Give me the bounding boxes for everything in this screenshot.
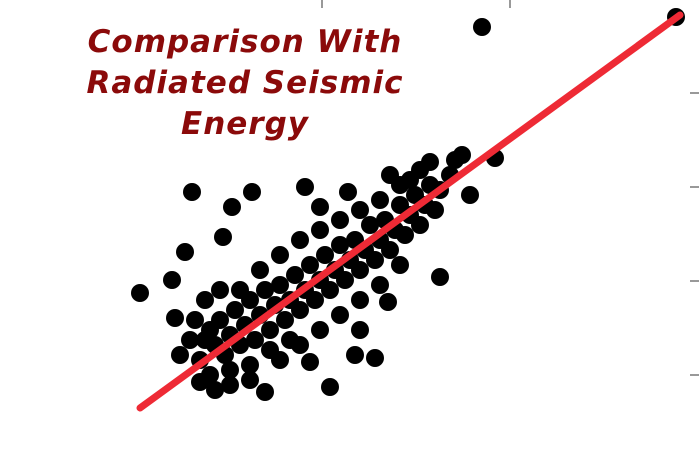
data-point bbox=[211, 311, 229, 329]
data-point bbox=[431, 268, 449, 286]
data-point bbox=[171, 346, 189, 364]
chart-title: Comparison With Radiated Seismic Energy bbox=[86, 24, 404, 142]
data-point bbox=[366, 349, 384, 367]
data-point bbox=[401, 171, 419, 189]
data-point bbox=[241, 371, 259, 389]
data-point bbox=[226, 301, 244, 319]
data-point bbox=[331, 236, 349, 254]
data-point bbox=[321, 378, 339, 396]
data-point bbox=[261, 321, 279, 339]
data-point bbox=[183, 183, 201, 201]
data-point bbox=[256, 383, 274, 401]
data-point bbox=[131, 284, 149, 302]
data-point bbox=[361, 216, 379, 234]
data-point bbox=[206, 381, 224, 399]
data-point bbox=[271, 246, 289, 264]
data-point bbox=[446, 151, 464, 169]
data-point bbox=[316, 246, 334, 264]
data-point bbox=[214, 228, 232, 246]
data-point bbox=[311, 198, 329, 216]
data-point bbox=[371, 276, 389, 294]
data-point bbox=[351, 261, 369, 279]
data-point bbox=[411, 216, 429, 234]
data-point bbox=[311, 321, 329, 339]
data-point bbox=[473, 18, 491, 36]
data-point bbox=[301, 353, 319, 371]
data-point bbox=[201, 366, 219, 384]
data-point bbox=[251, 261, 269, 279]
data-point bbox=[176, 243, 194, 261]
data-point bbox=[211, 281, 229, 299]
data-point bbox=[291, 301, 309, 319]
data-point bbox=[246, 331, 264, 349]
data-point bbox=[166, 309, 184, 327]
data-point bbox=[186, 311, 204, 329]
data-point bbox=[256, 281, 274, 299]
data-point bbox=[391, 256, 409, 274]
data-point bbox=[426, 201, 444, 219]
data-point bbox=[163, 271, 181, 289]
data-point bbox=[346, 346, 364, 364]
data-point bbox=[306, 291, 324, 309]
data-point bbox=[291, 231, 309, 249]
fit-line bbox=[136, 11, 684, 412]
data-point bbox=[381, 241, 399, 259]
data-point bbox=[351, 201, 369, 219]
data-point bbox=[351, 291, 369, 309]
data-point bbox=[181, 331, 199, 349]
data-point bbox=[461, 186, 479, 204]
data-point bbox=[243, 183, 261, 201]
data-point bbox=[336, 271, 354, 289]
data-point bbox=[396, 226, 414, 244]
data-point bbox=[301, 256, 319, 274]
data-point bbox=[381, 166, 399, 184]
data-point bbox=[271, 351, 289, 369]
data-point bbox=[296, 178, 314, 196]
data-point bbox=[366, 251, 384, 269]
data-point bbox=[331, 306, 349, 324]
data-point bbox=[339, 183, 357, 201]
data-point bbox=[286, 266, 304, 284]
data-point bbox=[291, 336, 309, 354]
data-point bbox=[371, 191, 389, 209]
data-point bbox=[271, 276, 289, 294]
data-point bbox=[241, 356, 259, 374]
data-point bbox=[311, 221, 329, 239]
data-point bbox=[331, 211, 349, 229]
data-point bbox=[221, 361, 239, 379]
data-point bbox=[223, 198, 241, 216]
data-point bbox=[351, 321, 369, 339]
data-point bbox=[379, 293, 397, 311]
data-point bbox=[221, 376, 239, 394]
data-point bbox=[276, 311, 294, 329]
data-point bbox=[196, 291, 214, 309]
data-point bbox=[321, 281, 339, 299]
data-point bbox=[231, 281, 249, 299]
